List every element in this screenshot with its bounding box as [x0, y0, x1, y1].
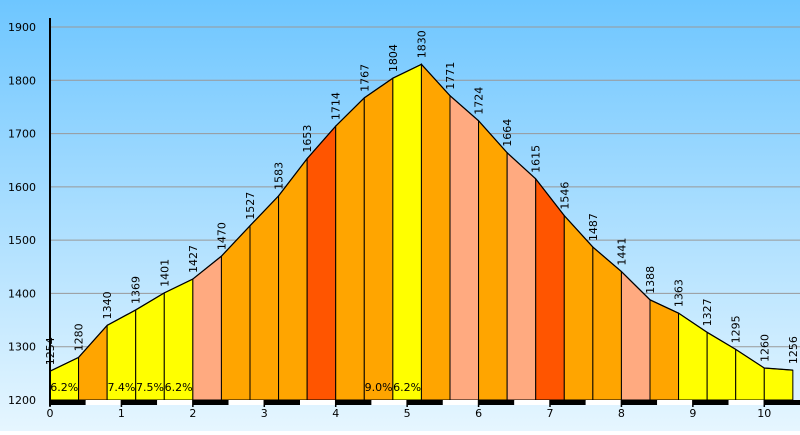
- y-tick-label: 1400: [8, 287, 36, 300]
- elevation-label: 1804: [387, 44, 400, 72]
- distance-bar-segment: [729, 400, 765, 405]
- distance-bar-segment: [693, 400, 729, 405]
- distance-bar-segment: [657, 400, 693, 405]
- distance-bar-segment: [300, 400, 336, 405]
- x-tick-label: 0: [47, 407, 54, 420]
- x-tick-label: 2: [189, 407, 196, 420]
- elevation-label: 1369: [130, 276, 143, 304]
- y-tick-label: 1200: [8, 394, 36, 407]
- elevation-segment: [307, 126, 336, 400]
- x-tick-label: 3: [261, 407, 268, 420]
- elevation-label: 1615: [530, 145, 543, 173]
- elevation-label: 1427: [187, 245, 200, 273]
- distance-bar-segment: [407, 400, 443, 405]
- gradient-label: 6.2%: [50, 381, 78, 394]
- elevation-label: 1327: [701, 298, 714, 326]
- x-tick-label: 5: [404, 407, 411, 420]
- y-tick-label: 1700: [8, 128, 36, 141]
- distance-bar-segment: [336, 400, 372, 405]
- x-tick-label: 4: [332, 407, 339, 420]
- elevation-segment: [393, 64, 422, 400]
- elevation-label: 1546: [558, 182, 571, 210]
- distance-bar-segment: [229, 400, 265, 405]
- elevation-label: 1771: [444, 62, 457, 90]
- distance-bar-segment: [50, 400, 86, 405]
- elevation-label: 1295: [730, 315, 743, 343]
- distance-bar-segment: [621, 400, 657, 405]
- elevation-label: 1363: [673, 279, 686, 307]
- y-tick-label: 1800: [8, 74, 36, 87]
- distance-bar-segment: [550, 400, 586, 405]
- elevation-label: 1724: [473, 87, 486, 115]
- elevation-label: 1441: [615, 238, 628, 266]
- elevation-segment: [593, 247, 622, 400]
- elevation-label: 1714: [330, 92, 343, 120]
- elevation-label: 1470: [215, 222, 228, 250]
- elevation-label: 1767: [358, 64, 371, 92]
- elevation-label: 1256: [787, 336, 800, 364]
- elevation-label: 1664: [501, 119, 514, 147]
- elevation-segment: [336, 98, 365, 400]
- y-tick-label: 1300: [8, 341, 36, 354]
- elevation-segment: [536, 179, 565, 400]
- distance-bar-segment: [479, 400, 515, 405]
- distance-bar-segment: [193, 400, 229, 405]
- y-tick-label: 1900: [8, 21, 36, 34]
- gradient-label: 9.0%: [365, 381, 393, 394]
- y-tick-label: 1500: [8, 234, 36, 247]
- x-tick-label: 6: [475, 407, 482, 420]
- elevation-label: 1830: [415, 30, 428, 58]
- elevation-segment: [564, 216, 593, 400]
- elevation-segment: [479, 121, 508, 400]
- distance-bar-segment: [264, 400, 300, 405]
- elevation-segment: [250, 196, 279, 400]
- elevation-label: 1388: [644, 266, 657, 294]
- elevation-label: 1340: [101, 291, 114, 319]
- elevation-label: 1280: [73, 323, 86, 351]
- elevation-segment: [193, 256, 222, 400]
- distance-bar-segment: [443, 400, 479, 405]
- elevation-segment: [450, 96, 479, 400]
- elevation-label: 1527: [244, 192, 257, 220]
- elevation-label: 1254: [44, 337, 57, 365]
- elevation-label: 1401: [158, 259, 171, 287]
- gradient-label: 6.2%: [393, 381, 421, 394]
- x-tick-label: 1: [118, 407, 125, 420]
- elevation-segment: [364, 78, 393, 400]
- x-tick-label: 9: [689, 407, 696, 420]
- distance-bar-segment: [514, 400, 550, 405]
- gradient-label: 6.2%: [165, 381, 193, 394]
- distance-bar-segment: [157, 400, 193, 405]
- elevation-segment: [507, 153, 536, 400]
- distance-bar-segment: [764, 400, 800, 405]
- elevation-label: 1260: [758, 334, 771, 362]
- elevation-segment: [421, 64, 450, 400]
- elevation-segment: [279, 159, 308, 400]
- x-tick-label: 10: [757, 407, 771, 420]
- elevation-label: 1487: [587, 213, 600, 241]
- distance-bar-segment: [371, 400, 407, 405]
- elevation-segment: [650, 300, 679, 400]
- elevation-label: 1653: [301, 125, 314, 153]
- gradient-label: 7.4%: [107, 381, 135, 394]
- gradient-label: 7.5%: [136, 381, 164, 394]
- x-tick-label: 8: [618, 407, 625, 420]
- x-tick-label: 7: [547, 407, 554, 420]
- distance-bar-segment: [586, 400, 622, 405]
- elevation-segment: [764, 368, 793, 400]
- y-tick-label: 1600: [8, 181, 36, 194]
- elevation-label: 1583: [273, 162, 286, 190]
- distance-bar-segment: [86, 400, 122, 405]
- distance-bar-segment: [121, 400, 157, 405]
